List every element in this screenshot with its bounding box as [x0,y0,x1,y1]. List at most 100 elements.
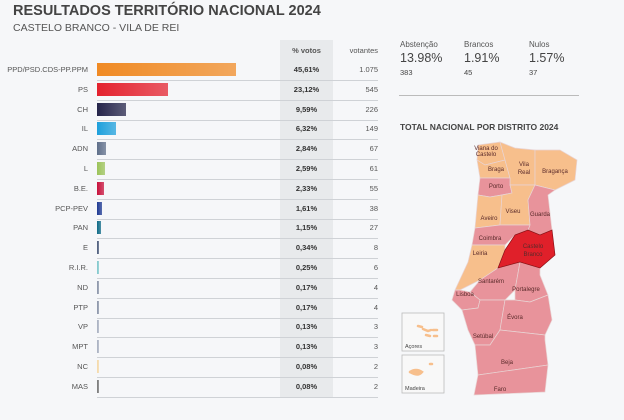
vote-count: 61 [369,164,378,173]
row-divider [97,99,378,101]
party-name: PTP [73,302,88,312]
vote-pct: 0,13% [295,342,318,352]
row-divider [97,396,378,398]
vote-count: 1.075 [359,65,378,74]
stat-pct: 1.57% [529,51,565,65]
inset-madeira[interactable]: Madeira [401,354,445,394]
party-name: PAN [73,223,88,233]
vote-bar [97,181,105,195]
stat-count: 45 [464,68,473,77]
district-label: Santarém [478,279,504,285]
district-castelo-branco[interactable] [497,229,556,269]
vote-pct: 0,17% [295,282,318,292]
table-row[interactable]: PTP 0,17% 4 [0,298,380,319]
row-divider [97,337,378,339]
vote-pct: 0,08% [295,381,318,391]
row-divider [97,278,378,279]
table-row[interactable]: MAS 0,08% 2 [0,377,380,398]
party-name: B.E. [73,183,88,193]
district-label: Faro [494,387,507,393]
district-guarda[interactable] [527,184,556,236]
row-divider [97,139,378,141]
party-name: ND [77,282,88,292]
party-name: E [82,243,88,253]
row-divider [97,80,378,81]
vote-bar [97,300,99,314]
party-name: CH [77,104,88,114]
vote-pct: 1,15% [295,223,318,233]
table-row[interactable]: VP 0,13% 3 [0,317,380,339]
district-label: Lisboa [456,292,474,298]
vote-count: 4 [373,302,378,312]
vote-count: 27 [369,223,378,233]
table-row[interactable]: CH 9,59% 226 [0,100,380,121]
table-row[interactable]: PPD/PSD.CDS-PP.PPM 45,61% 1.075 [0,60,380,81]
party-name: PPD/PSD.CDS-PP.PPM [7,65,88,74]
vote-pct: 0,13% [295,322,318,332]
stat-pct: 13.98% [400,51,443,65]
district-portalegre[interactable] [514,261,549,303]
district-label: Portalegre [512,287,540,293]
row-divider [97,317,378,319]
district-label: Coimbra [479,236,502,242]
table-row[interactable]: E 0,34% 8 [0,238,380,260]
table-row[interactable]: L 2,59% 61 [0,159,380,180]
vote-bar [97,280,99,294]
col-header-pct: % votos [292,46,321,55]
vote-count: 55 [369,183,378,193]
table-row[interactable]: PAN 1,15% 27 [0,218,380,240]
district-label: Setúbal [473,334,493,340]
party-name: ADN [72,144,88,154]
district-faro[interactable] [473,364,549,396]
vote-pct: 45,61% [293,65,320,74]
vote-count: 4 [373,282,378,292]
vote-bar [97,82,168,96]
vote-pct: 0,34% [295,243,318,253]
row-divider [97,297,378,299]
table-row[interactable]: PS 23,12% 545 [0,80,380,101]
vote-pct: 23,12% [293,84,320,94]
district-label: Bragança [542,169,568,175]
vote-bar [97,142,106,156]
row-divider [97,357,378,359]
table-row[interactable]: B.E. 2,33% 55 [0,179,380,200]
district-label: Leiria [473,251,488,257]
vote-count: 3 [373,322,378,332]
inset-label: Açores [405,344,422,350]
vote-bar [97,63,237,76]
row-divider [97,198,378,200]
vote-bar [97,241,99,255]
district-label: Viseu [506,209,521,215]
table-row[interactable]: MPT 0,13% 3 [0,337,380,359]
row-divider [97,119,378,121]
stat-brancos: Brancos 1.91% 45 [464,40,499,77]
party-name: VP [77,322,88,332]
table-row[interactable]: PCP-PEV 1,61% 38 [0,199,380,220]
stat-abstencao: Abstenção 13.98% 383 [400,40,442,77]
vote-pct: 6,32% [295,124,318,134]
vote-count: 2 [373,362,378,371]
district-aveiro[interactable] [474,194,503,229]
district-label: Beja [501,360,514,366]
vote-bar [97,122,117,136]
district-label: Vila Real [518,162,530,176]
district-label: Guarda [530,212,551,218]
vote-bar [97,162,105,175]
table-row[interactable]: R.I.R. 0,25% 6 [0,258,380,279]
table-row[interactable]: IL 6,32% 149 [0,119,380,141]
col-header-votes: votantes [349,46,378,55]
row-divider [97,159,378,161]
table-row[interactable]: NC 0,08% 2 [0,357,380,378]
party-name: PS [77,84,88,94]
party-name: MAS [71,381,88,391]
table-row[interactable]: ADN 2,84% 67 [0,139,380,161]
inset-acores[interactable]: Açores [401,312,445,352]
row-divider [97,179,378,180]
page-title: RESULTADOS TERRITÓRIO NACIONAL 2024 [13,3,321,19]
vote-count: 67 [369,144,378,154]
party-name: IL [81,124,88,134]
vote-bar [97,340,99,354]
table-row[interactable]: ND 0,17% 4 [0,278,380,299]
district-label: Castelo Branco [523,244,544,258]
